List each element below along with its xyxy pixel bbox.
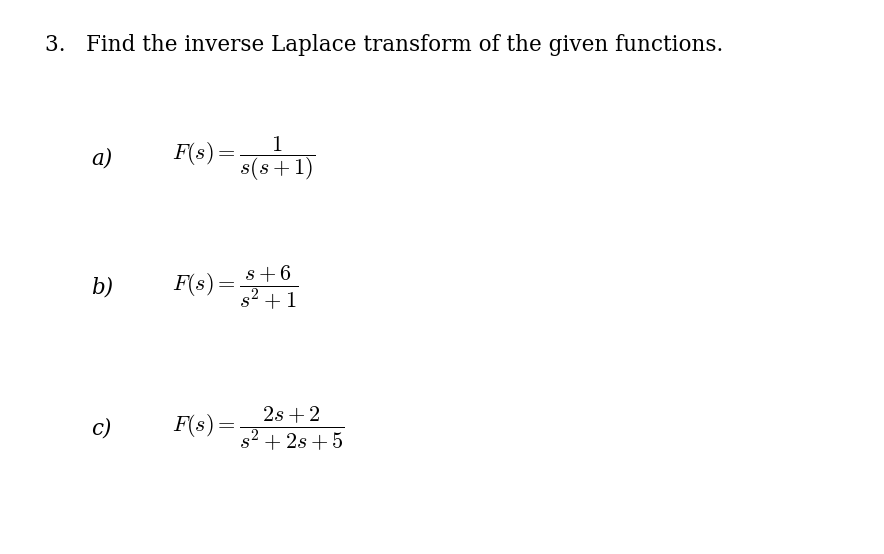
Text: b): b) bbox=[92, 277, 114, 299]
Text: 3.   Find the inverse Laplace transform of the given functions.: 3. Find the inverse Laplace transform of… bbox=[45, 34, 723, 56]
Text: c): c) bbox=[92, 417, 112, 439]
Text: $F(s)=\dfrac{s+6}{s^{2}+1}$: $F(s)=\dfrac{s+6}{s^{2}+1}$ bbox=[172, 264, 298, 312]
Text: $F(s)=\dfrac{2s+2}{s^{2}+2s+5}$: $F(s)=\dfrac{2s+2}{s^{2}+2s+5}$ bbox=[172, 404, 345, 453]
Text: a): a) bbox=[92, 147, 113, 169]
Text: $F(s)=\dfrac{1}{s(s+1)}$: $F(s)=\dfrac{1}{s(s+1)}$ bbox=[172, 134, 316, 183]
